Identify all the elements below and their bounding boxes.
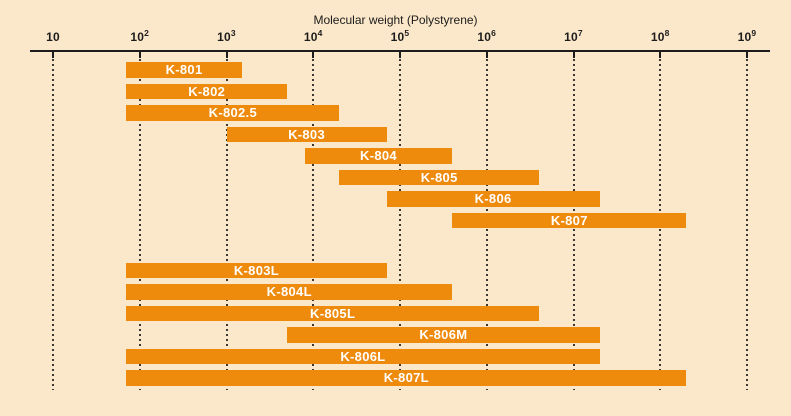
tick-10e1 [52,52,54,58]
tick-label-10e2: 102 [130,28,150,44]
gridline-10e2 [138,59,141,390]
tick-label-10e9: 109 [737,28,757,44]
bar-K-807L: K-807L [126,370,687,386]
bar-label: K-803 [288,126,325,142]
tick-label-10e7: 107 [564,28,583,44]
tick-label-10e3: 103 [217,28,236,44]
tick-label-10e4: 104 [303,28,323,44]
bar-K-801: K-801 [126,62,242,78]
tick-label-10e6: 106 [477,28,497,44]
bar-K-804L: K-804L [126,284,453,300]
bar-label: K-807L [383,370,429,386]
bar-K-806L: K-806L [126,348,600,364]
bar-K-805: K-805 [339,169,539,185]
bar-K-803L: K-803L [126,262,387,278]
bar-K-807: K-807 [452,212,687,228]
bar-label: K-802.5 [208,105,257,121]
bar-label: K-802 [188,83,226,99]
tick-10e2 [138,52,141,58]
bar-K-806M: K-806M [287,327,600,343]
tick-10e3 [225,52,228,58]
gridline-10e1 [52,59,54,390]
tick-label-10e8: 108 [650,28,670,44]
chart-title: Molecular weight (Polystyrene) [313,13,478,27]
bar-label: K-806M [419,327,468,343]
tick-10e4 [312,52,315,58]
gridline-10e4 [312,59,315,390]
bar-label: K-806L [340,348,386,364]
tick-10e8 [659,52,662,58]
tick-10e7 [572,52,575,58]
bar-K-805L: K-805L [126,305,539,321]
bar-label: K-805 [420,169,458,185]
tick-10e6 [485,52,488,58]
bar-K-802: K-802 [126,83,288,99]
gridline-10e3 [225,59,228,390]
bar-K-806: K-806 [386,191,600,207]
gridline-10e9 [746,59,748,390]
tick-label-10e1: 10 [46,30,60,44]
bar-label: K-807 [550,212,588,228]
x-axis-line [30,50,770,52]
bar-label: K-801 [165,62,203,78]
bar-label: K-804L [266,284,312,300]
bar-label: K-805L [310,305,356,321]
bar-K-802.5: K-802.5 [126,105,340,121]
tick-10e5 [399,52,401,58]
tick-10e9 [746,52,748,58]
bar-label: K-806 [474,191,512,207]
bar-K-804: K-804 [304,148,453,164]
gridline-10e5 [399,59,401,390]
bar-label: K-804 [360,148,397,164]
bar-K-803: K-803 [226,126,387,142]
bar-label: K-803L [233,262,279,278]
tick-label-10e5: 105 [390,28,410,44]
